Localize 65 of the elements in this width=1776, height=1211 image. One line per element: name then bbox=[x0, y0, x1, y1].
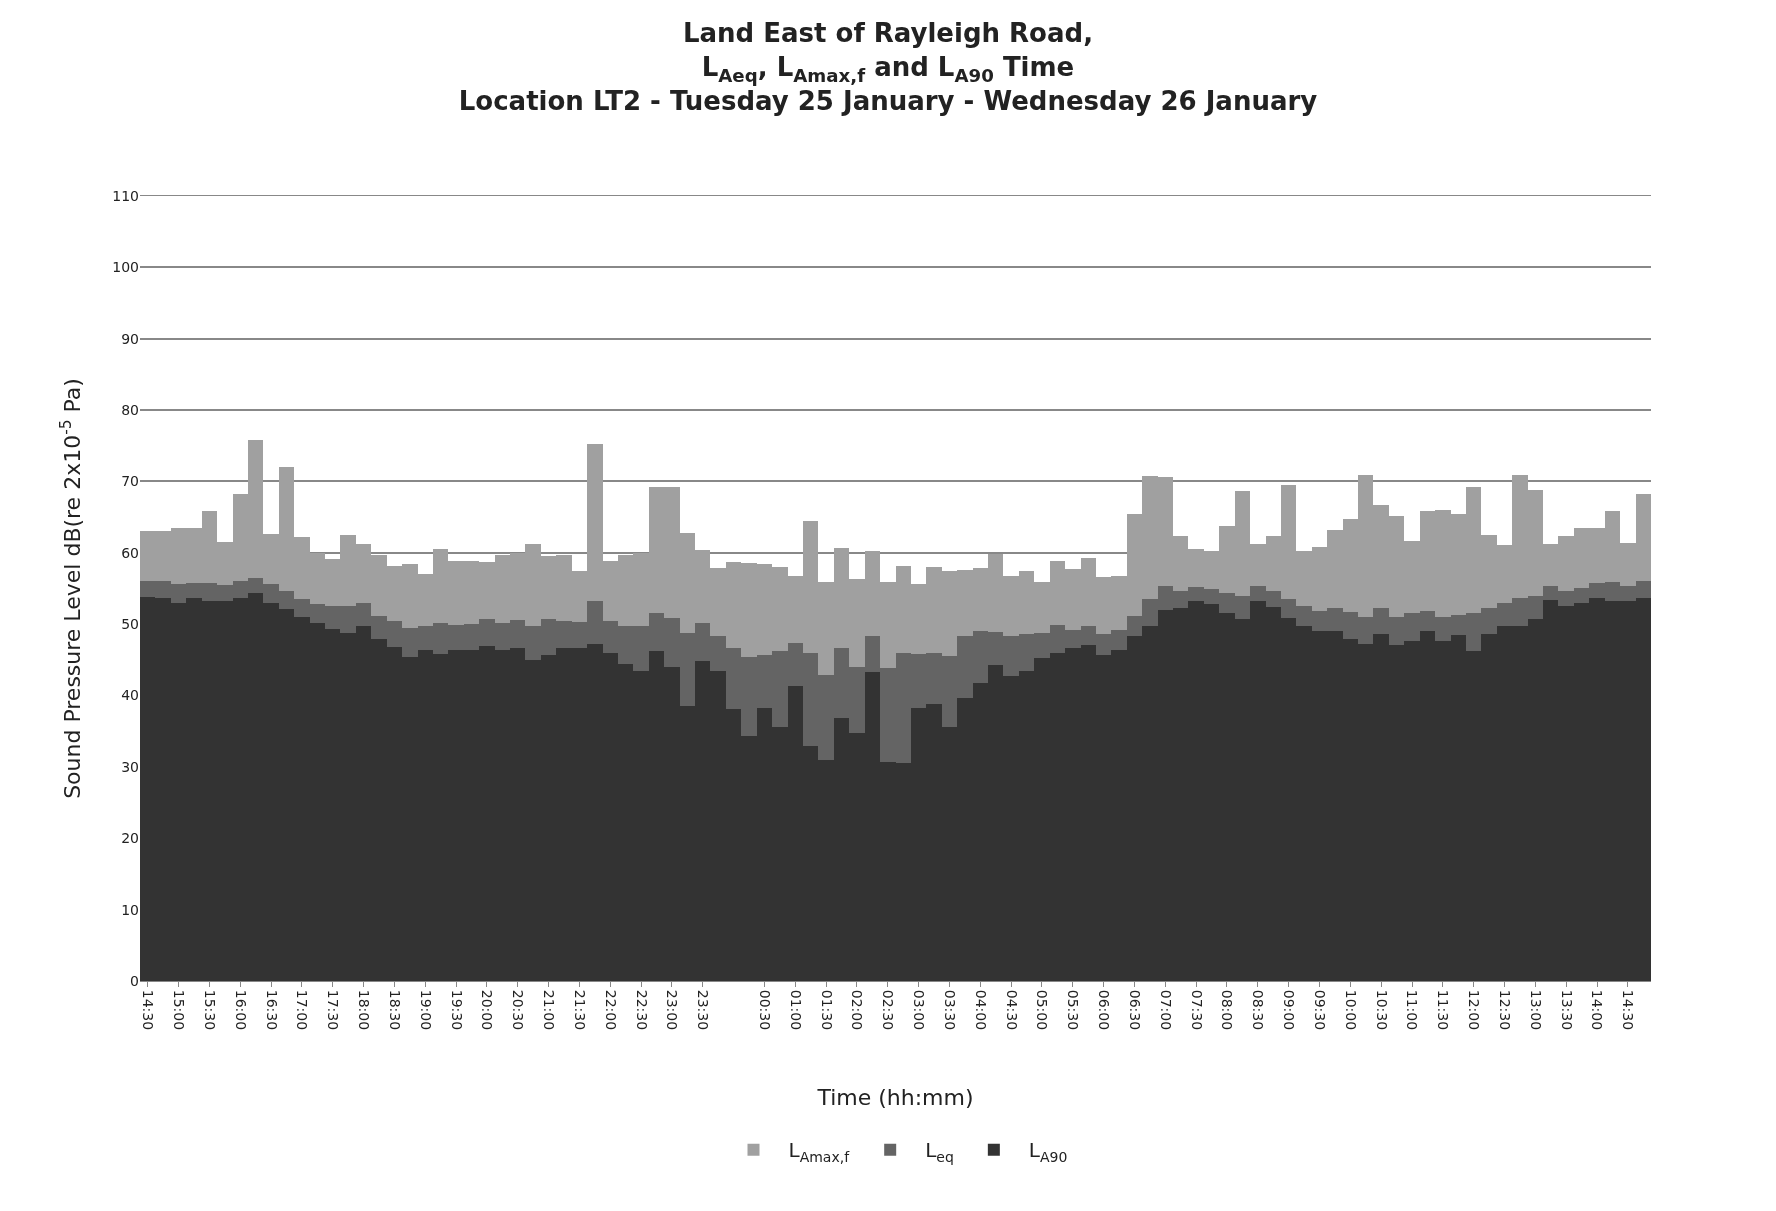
x-axis-title: Time (hh:mm) bbox=[816, 1085, 974, 1111]
x-tick-label: 14:30 bbox=[140, 989, 157, 1031]
y-tick-label: 50 bbox=[121, 616, 139, 633]
x-tick-label: 06:00 bbox=[1096, 989, 1113, 1031]
x-tick-label: 00:30 bbox=[756, 989, 773, 1031]
y-tick-label: 100 bbox=[112, 259, 139, 276]
x-tick-label: 17:00 bbox=[294, 989, 311, 1031]
x-tick-label: 18:00 bbox=[356, 989, 373, 1031]
x-tick-label: 03:00 bbox=[911, 989, 928, 1031]
x-tick-label: 08:00 bbox=[1219, 989, 1236, 1031]
x-tick-label: 13:00 bbox=[1527, 989, 1544, 1031]
y-tick-label: 90 bbox=[121, 330, 139, 347]
legend-label: L$_{Amax,f}$ bbox=[788, 1138, 851, 1165]
y-tick-label: 10 bbox=[121, 901, 139, 918]
x-tick-label: 16:00 bbox=[232, 989, 249, 1031]
x-tick-label: 11:00 bbox=[1404, 989, 1421, 1031]
x-tick-label: 15:00 bbox=[171, 989, 187, 1031]
y-tick-label: 70 bbox=[121, 473, 139, 490]
x-tick-label: 01:00 bbox=[787, 989, 804, 1031]
y-tick-label: 40 bbox=[121, 687, 139, 704]
x-tick-label: 17:30 bbox=[325, 989, 342, 1031]
x-tick-label: 11:30 bbox=[1435, 989, 1452, 1031]
x-tick-label: 15:30 bbox=[201, 989, 218, 1031]
x-tick-label: 01:30 bbox=[818, 989, 835, 1031]
x-tick-label: 21:30 bbox=[571, 989, 588, 1031]
x-tick-label: 02:30 bbox=[880, 989, 897, 1031]
x-tick-label: 19:30 bbox=[448, 989, 465, 1031]
legend-label: L$_{eq}$ bbox=[925, 1138, 954, 1165]
y-tick-label: 80 bbox=[121, 401, 139, 418]
x-tick-label: 12:30 bbox=[1496, 989, 1513, 1031]
y-tick-label: 0 bbox=[130, 972, 139, 989]
x-tick-label: 05:30 bbox=[1065, 989, 1082, 1031]
y-tick-label: 110 bbox=[112, 187, 139, 204]
y-tick-label: 60 bbox=[121, 544, 139, 561]
x-tick-label: 07:00 bbox=[1157, 989, 1174, 1031]
x-tick-label: 10:00 bbox=[1342, 989, 1359, 1031]
x-tick-label: 05:00 bbox=[1034, 989, 1051, 1031]
x-tick-label: 18:30 bbox=[386, 989, 403, 1031]
x-tick-label: 09:30 bbox=[1311, 989, 1328, 1031]
x-tick-label: 20:30 bbox=[510, 989, 527, 1031]
x-tick-label: 23:00 bbox=[664, 989, 681, 1031]
x-tick-label: 19:00 bbox=[417, 989, 434, 1031]
x-tick-label: 04:30 bbox=[1003, 989, 1020, 1031]
x-tick-label: 21:00 bbox=[541, 989, 558, 1031]
legend-label: L$_{A90}$ bbox=[1028, 1138, 1068, 1165]
x-tick-label: 14:30 bbox=[1620, 989, 1637, 1031]
x-tick-label: 13:30 bbox=[1558, 989, 1575, 1031]
x-tick-label: 20:00 bbox=[479, 989, 496, 1031]
x-tick-label: 08:30 bbox=[1250, 989, 1267, 1031]
y-tick-label: 30 bbox=[121, 758, 139, 775]
x-tick-label: 14:00 bbox=[1589, 989, 1606, 1031]
chart-title: Land East of Rayleigh Road, L$_{Aeq}$, L$_{Amax,f}$ and L$_{A90}$ Time Location LT2 - Tuesday 25 January - Wednesday 26 January bbox=[458, 18, 1318, 116]
x-tick-label: 10:30 bbox=[1373, 989, 1390, 1031]
x-tick-label: 22:00 bbox=[602, 989, 619, 1031]
x-tick-label: 22:30 bbox=[633, 989, 650, 1031]
x-tick-label: 16:30 bbox=[263, 989, 280, 1031]
x-tick-label: 06:30 bbox=[1126, 989, 1143, 1031]
x-tick-label: 03:30 bbox=[941, 989, 958, 1031]
x-tick-label: 09:00 bbox=[1281, 989, 1298, 1031]
x-tick-label: 07:30 bbox=[1188, 989, 1205, 1031]
x-tick-label: 12:00 bbox=[1466, 989, 1483, 1031]
x-tick-label: 23:30 bbox=[695, 989, 712, 1031]
x-tick-label: 02:00 bbox=[849, 989, 866, 1031]
y-tick-label: 20 bbox=[121, 830, 139, 847]
x-tick-label: 04:00 bbox=[972, 989, 989, 1031]
